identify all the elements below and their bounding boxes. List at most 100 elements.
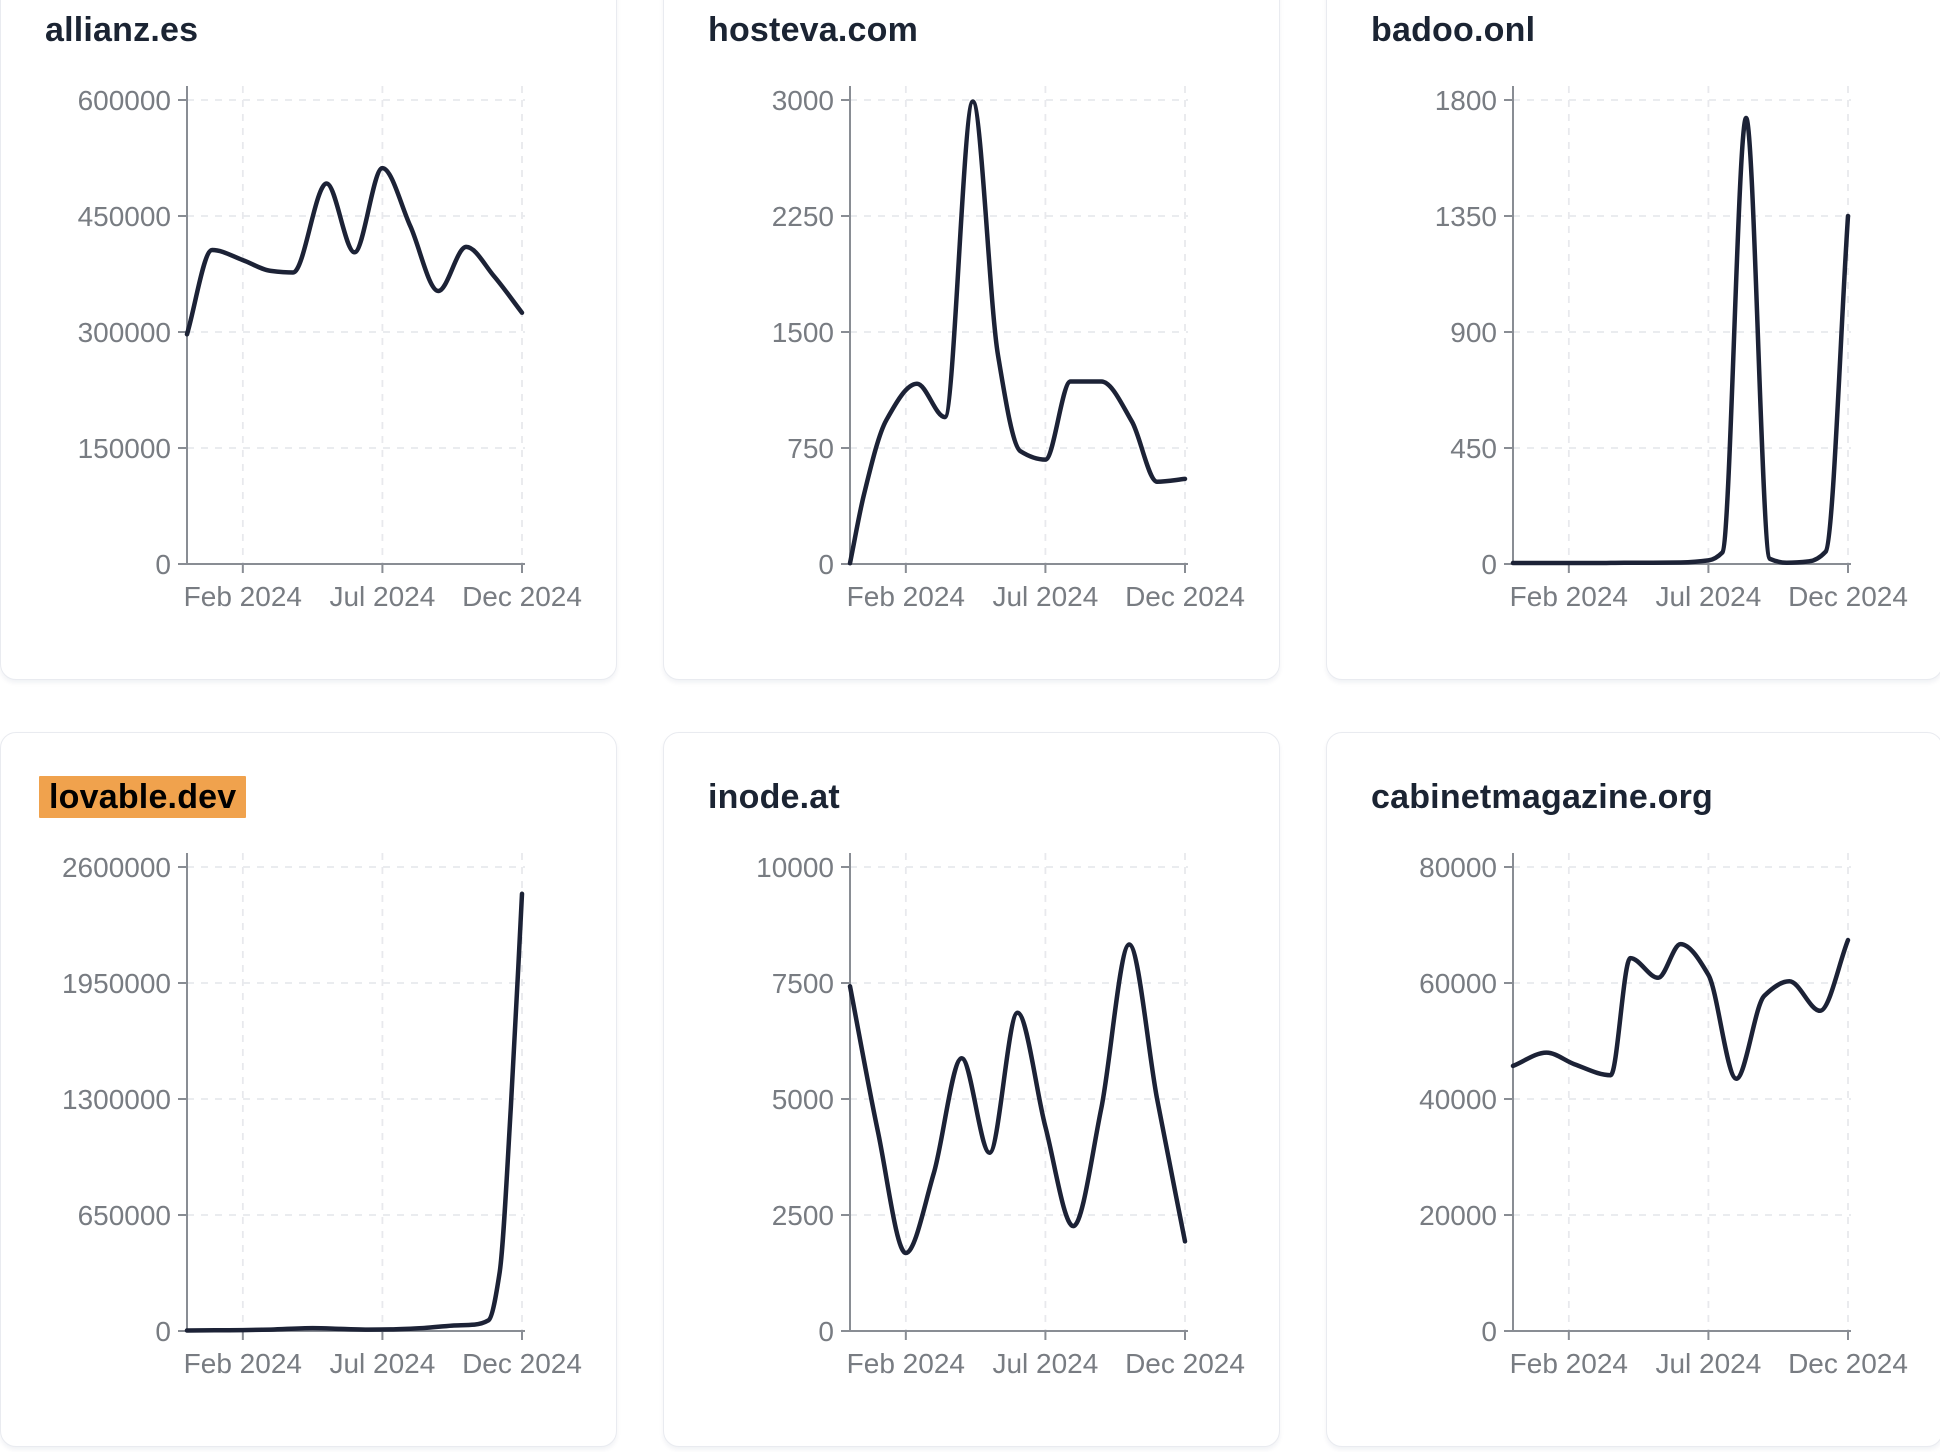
x-tick-labels: Feb 2024 Jul 2024 Dec 2024 — [1510, 581, 1908, 612]
y-tick-labels: 0 2500 5000 7500 10000 — [756, 852, 834, 1347]
data-line — [1510, 937, 1851, 1081]
y-tick-label: 7500 — [772, 968, 834, 999]
y-tick-labels: 0 150000 300000 450000 600000 — [78, 85, 171, 580]
chart-title: lovable.dev — [1, 733, 616, 818]
x-tick-label: Feb 2024 — [184, 581, 302, 612]
y-tick-label: 0 — [818, 1316, 834, 1347]
chart-card[interactable]: lovable.dev 0 650000 1300000 1950000 2600000 F… — [0, 732, 617, 1447]
grid-lines — [850, 853, 1188, 1331]
line-chart: 0 750 1500 2250 3000 Feb 2024 Jul 2024 Dec 2024 — [772, 85, 1245, 612]
data-line — [184, 891, 525, 1333]
y-tick-label: 5000 — [772, 1084, 834, 1115]
y-tick-label: 0 — [1481, 549, 1497, 580]
x-tick-labels: Feb 2024 Jul 2024 Dec 2024 — [184, 581, 582, 612]
chart-title: allianz.es — [1, 0, 616, 50]
y-tick-label: 150000 — [78, 433, 171, 464]
axes — [1504, 853, 1851, 1340]
y-tick-label: 10000 — [756, 852, 834, 883]
y-tick-labels: 0 750 1500 2250 3000 — [772, 85, 834, 580]
x-tick-label: Feb 2024 — [847, 581, 965, 612]
y-tick-label: 0 — [155, 549, 171, 580]
x-tick-labels: Feb 2024 Jul 2024 Dec 2024 — [184, 1348, 582, 1379]
x-tick-labels: Feb 2024 Jul 2024 Dec 2024 — [1510, 1348, 1908, 1379]
chart-title-text: inode.at — [708, 778, 840, 816]
line-chart: 0 450 900 1350 1800 Feb 2024 Jul 2024 Dec 2024 — [1435, 85, 1908, 612]
y-tick-label: 450000 — [78, 201, 171, 232]
x-tick-labels: Feb 2024 Jul 2024 Dec 2024 — [847, 581, 1245, 612]
axes — [841, 86, 1188, 573]
x-tick-label: Feb 2024 — [847, 1348, 965, 1379]
chart-title: badoo.onl — [1327, 0, 1940, 50]
chart-card[interactable]: inode.at 0 2500 5000 7500 10000 Feb 2024 Jul 20… — [663, 732, 1280, 1447]
chart-title-text: cabinetmagazine.org — [1371, 778, 1713, 816]
x-tick-label: Feb 2024 — [184, 1348, 302, 1379]
y-tick-label: 600000 — [78, 85, 171, 116]
x-tick-label: Jul 2024 — [992, 1348, 1098, 1379]
x-tick-label: Dec 2024 — [1788, 581, 1908, 612]
y-tick-label: 1300000 — [62, 1084, 171, 1115]
y-tick-label: 40000 — [1419, 1084, 1497, 1115]
y-tick-label: 3000 — [772, 85, 834, 116]
chart-title: inode.at — [664, 733, 1279, 817]
x-tick-label: Jul 2024 — [329, 1348, 435, 1379]
y-tick-label: 0 — [1481, 1316, 1497, 1347]
x-tick-label: Feb 2024 — [1510, 581, 1628, 612]
y-tick-label: 650000 — [78, 1200, 171, 1231]
y-tick-label: 1500 — [772, 317, 834, 348]
data-line — [847, 99, 1188, 566]
y-tick-label: 20000 — [1419, 1200, 1497, 1231]
grid-lines — [187, 853, 525, 1331]
y-tick-label: 2600000 — [62, 852, 171, 883]
chart-title-text: allianz.es — [45, 11, 199, 49]
y-tick-label: 0 — [818, 549, 834, 580]
axes — [1504, 86, 1851, 573]
x-tick-label: Jul 2024 — [1655, 1348, 1761, 1379]
line-chart: 0 2500 5000 7500 10000 Feb 2024 Jul 2024 Dec 20… — [756, 852, 1245, 1379]
chart-title: cabinetmagazine.org — [1327, 733, 1940, 817]
y-tick-label: 1950000 — [62, 968, 171, 999]
y-tick-label: 900 — [1450, 317, 1497, 348]
x-tick-label: Dec 2024 — [462, 581, 582, 612]
x-tick-label: Dec 2024 — [462, 1348, 582, 1379]
y-tick-label: 60000 — [1419, 968, 1497, 999]
y-tick-label: 450 — [1450, 433, 1497, 464]
y-tick-label: 2500 — [772, 1200, 834, 1231]
y-tick-label: 0 — [155, 1316, 171, 1347]
chart-card[interactable]: hosteva.com 0 750 1500 2250 3000 Feb 2024 Jul 2… — [663, 0, 1280, 680]
axes — [178, 853, 525, 1340]
chart-card[interactable]: cabinetmagazine.org 0 20000 40000 60000 80000… — [1326, 732, 1940, 1447]
y-tick-label: 1350 — [1435, 201, 1497, 232]
x-tick-label: Jul 2024 — [329, 581, 435, 612]
line-chart: 0 650000 1300000 1950000 2600000 Feb 2024 Jul … — [62, 852, 582, 1379]
data-line — [184, 165, 525, 337]
y-tick-label: 300000 — [78, 317, 171, 348]
chart-title-text: badoo.onl — [1371, 11, 1536, 49]
data-line — [1510, 115, 1851, 566]
x-tick-label: Dec 2024 — [1125, 581, 1245, 612]
line-chart: 0 20000 40000 60000 80000 Feb 2024 Jul 2024 Dec… — [1419, 852, 1908, 1379]
chart-card[interactable]: badoo.onl 0 450 900 1350 1800 Feb 2024 Jul 2024… — [1326, 0, 1940, 680]
x-tick-label: Feb 2024 — [1510, 1348, 1628, 1379]
y-tick-label: 750 — [787, 433, 834, 464]
x-tick-labels: Feb 2024 Jul 2024 Dec 2024 — [847, 1348, 1245, 1379]
x-tick-label: Dec 2024 — [1125, 1348, 1245, 1379]
grid-lines — [1513, 86, 1851, 564]
x-tick-label: Jul 2024 — [1655, 581, 1761, 612]
y-tick-label: 80000 — [1419, 852, 1497, 883]
grid-lines — [1513, 853, 1851, 1331]
y-tick-labels: 0 20000 40000 60000 80000 — [1419, 852, 1497, 1347]
axes — [841, 853, 1188, 1340]
x-tick-label: Dec 2024 — [1788, 1348, 1908, 1379]
chart-title-highlight: lovable.dev — [39, 776, 247, 818]
axes — [178, 86, 525, 573]
y-tick-labels: 0 450 900 1350 1800 — [1435, 85, 1497, 580]
chart-title-text: hosteva.com — [708, 11, 919, 49]
grid-lines — [187, 86, 525, 564]
y-tick-labels: 0 650000 1300000 1950000 2600000 — [62, 852, 171, 1347]
data-line — [847, 942, 1188, 1256]
grid-lines — [850, 86, 1188, 564]
chart-title: hosteva.com — [664, 0, 1279, 50]
y-tick-label: 2250 — [772, 201, 834, 232]
chart-card[interactable]: allianz.es 0 150000 300000 450000 600000 Feb 2… — [0, 0, 617, 680]
